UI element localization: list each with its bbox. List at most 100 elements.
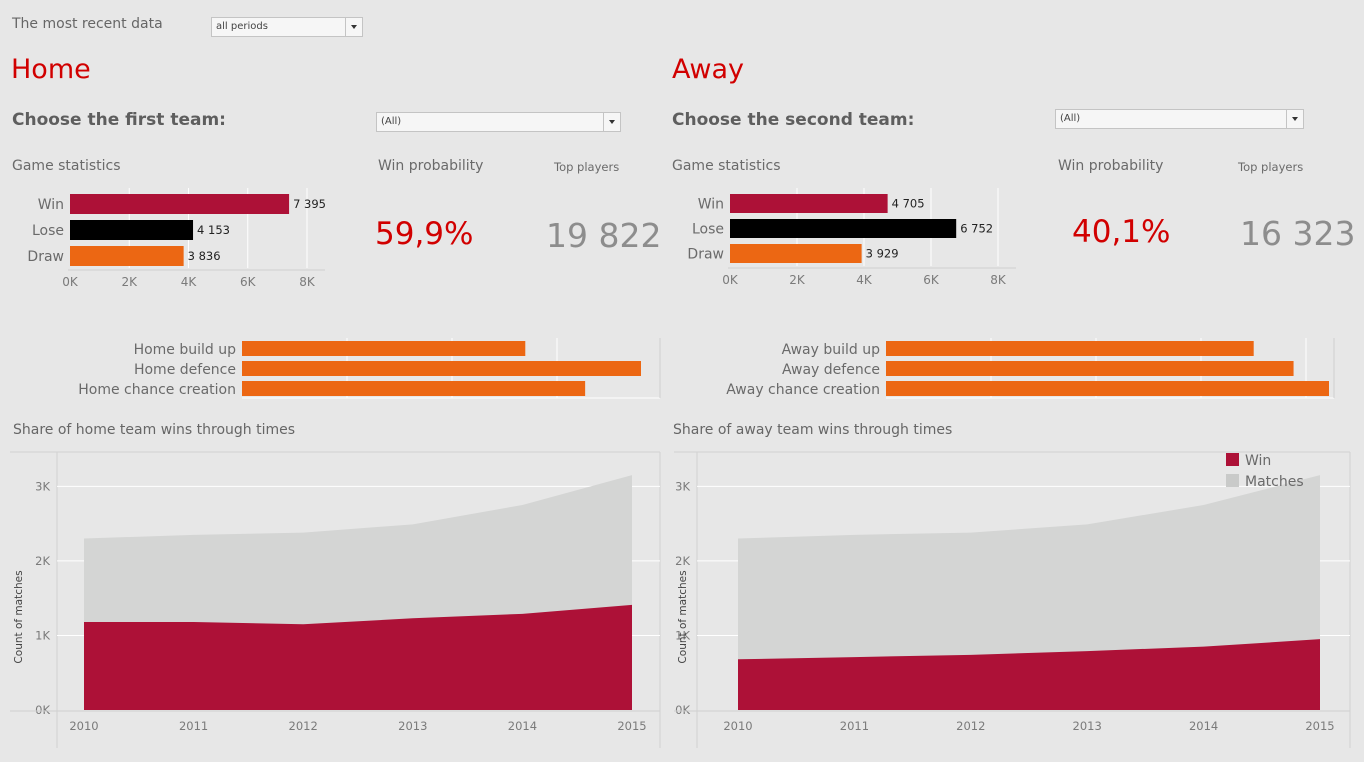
category-label: Away chance creation (726, 382, 880, 398)
x-tick-label: 2010 (69, 719, 98, 733)
away-area-title: Share of away team wins through times (673, 422, 953, 438)
bar-lose (70, 220, 194, 240)
data-label: 4 705 (892, 197, 925, 211)
skill-bar (886, 361, 1294, 376)
away-game-stats-label: Game statistics (672, 158, 781, 174)
data-label: 6 752 (960, 222, 993, 236)
category-label: Home chance creation (78, 382, 236, 398)
y-axis-label: Count of matches (677, 570, 689, 663)
away-choose-label: Choose the second team: (672, 110, 915, 130)
away-stats-chart: 0K 2K 4K 6K 8K Win 4 705 Lose 6 752 Draw 3 929 (687, 188, 1016, 287)
y-axis-label: Count of matches (13, 570, 25, 663)
away-area-chart: 0K 1K 2K 3K Count of matches 2010 2011 2012 2013… (674, 451, 1351, 748)
legend-label: Matches (1245, 474, 1304, 490)
category-label: Draw (27, 249, 64, 265)
y-tick-label: 2K (35, 554, 50, 568)
recent-data-label: The most recent data (12, 16, 163, 32)
y-tick-label: 1K (675, 628, 690, 642)
category-label: Home build up (134, 342, 237, 358)
x-tick-label: 2012 (956, 719, 985, 733)
x-tick-label: 2011 (179, 719, 208, 733)
x-tick-label: 2K (121, 275, 138, 289)
legend-label: Win (1245, 453, 1271, 469)
x-tick-label: 2014 (508, 719, 537, 733)
bar-lose (730, 219, 957, 238)
category-label: Win (698, 197, 724, 213)
category-label: Away defence (782, 362, 880, 378)
home-choose-label: Choose the first team: (12, 110, 226, 130)
category-label: Lose (692, 222, 724, 238)
home-team-select-value: (All) (381, 116, 402, 127)
away-top-players-label: Top players (1238, 160, 1304, 174)
home-win-prob-label: Win probability (378, 158, 484, 174)
home-title: Home (11, 54, 91, 85)
win-area (738, 639, 1320, 710)
bar-win (70, 194, 290, 214)
chevron-down-icon[interactable] (345, 18, 362, 36)
x-tick-label: 2K (789, 273, 806, 287)
chevron-down-icon[interactable] (1286, 110, 1303, 128)
away-win-prob-label: Win probability (1058, 158, 1164, 174)
period-select[interactable]: all periods (211, 17, 363, 37)
legend-swatch-win (1226, 453, 1239, 466)
x-tick-label: 0K (722, 273, 739, 287)
period-select-value: all periods (216, 21, 268, 32)
data-label: 3 836 (188, 249, 221, 263)
home-team-select[interactable]: (All) (376, 112, 621, 132)
away-skills-chart: Away build up Away defence Away chance cre… (726, 338, 1335, 399)
bar-win (730, 194, 888, 213)
data-label: 7 395 (293, 197, 326, 211)
x-tick-label: 2010 (723, 719, 752, 733)
x-tick-label: 4K (181, 275, 198, 289)
bar-draw (70, 246, 184, 266)
home-skills-chart: Home build up Home defence Home chance cre… (78, 338, 661, 399)
data-label: 3 929 (866, 247, 899, 261)
y-tick-label: 1K (35, 628, 50, 642)
category-label: Home defence (134, 362, 236, 378)
bar-draw (730, 244, 862, 263)
y-tick-label: 0K (675, 703, 690, 717)
category-label: Draw (687, 247, 724, 263)
home-top-players-label: Top players (554, 160, 620, 174)
home-top-players-value: 19 822 (546, 216, 662, 255)
home-stats-chart: 0K 2K 4K 6K 8K Win 7 395 Lose 4 153 Draw 3 836 (27, 188, 326, 289)
skill-bar (242, 381, 586, 396)
x-tick-label: 4K (856, 273, 873, 287)
y-tick-label: 0K (35, 703, 50, 717)
x-tick-label: 6K (923, 273, 940, 287)
x-tick-label: 6K (240, 275, 257, 289)
y-tick-label: 3K (675, 479, 690, 493)
x-tick-label: 8K (990, 273, 1007, 287)
y-tick-label: 3K (35, 479, 50, 493)
skill-bar (242, 361, 641, 376)
x-tick-label: 2011 (840, 719, 869, 733)
chevron-down-icon[interactable] (603, 113, 620, 131)
y-tick-label: 2K (675, 554, 690, 568)
away-top-players-value: 16 323 (1240, 214, 1356, 253)
skill-bar (242, 341, 526, 356)
x-tick-label: 2014 (1189, 719, 1218, 733)
category-label: Win (38, 197, 64, 213)
x-tick-label: 2015 (617, 719, 646, 733)
home-area-title: Share of home team wins through times (13, 422, 296, 438)
away-team-select[interactable]: (All) (1055, 109, 1304, 129)
away-win-prob-value: 40,1% (1072, 214, 1171, 250)
x-tick-label: 2013 (1073, 719, 1102, 733)
x-tick-label: 2015 (1305, 719, 1334, 733)
home-game-stats-label: Game statistics (12, 158, 121, 174)
data-label: 4 153 (197, 223, 230, 237)
x-tick-label: 2012 (289, 719, 318, 733)
win-area (84, 604, 632, 710)
x-tick-label: 2013 (398, 719, 427, 733)
skill-bar (886, 341, 1254, 356)
away-team-select-value: (All) (1060, 113, 1081, 124)
home-area-chart: 0K 1K 2K 3K Count of matches 2010 2011 2012 2013… (10, 451, 661, 748)
home-win-prob-value: 59,9% (375, 216, 474, 252)
legend-swatch-matches (1226, 474, 1239, 487)
skill-bar (886, 381, 1329, 396)
x-tick-label: 0K (62, 275, 79, 289)
category-label: Away build up (782, 342, 881, 358)
x-tick-label: 8K (299, 275, 316, 289)
category-label: Lose (32, 223, 64, 239)
away-title: Away (672, 54, 744, 85)
